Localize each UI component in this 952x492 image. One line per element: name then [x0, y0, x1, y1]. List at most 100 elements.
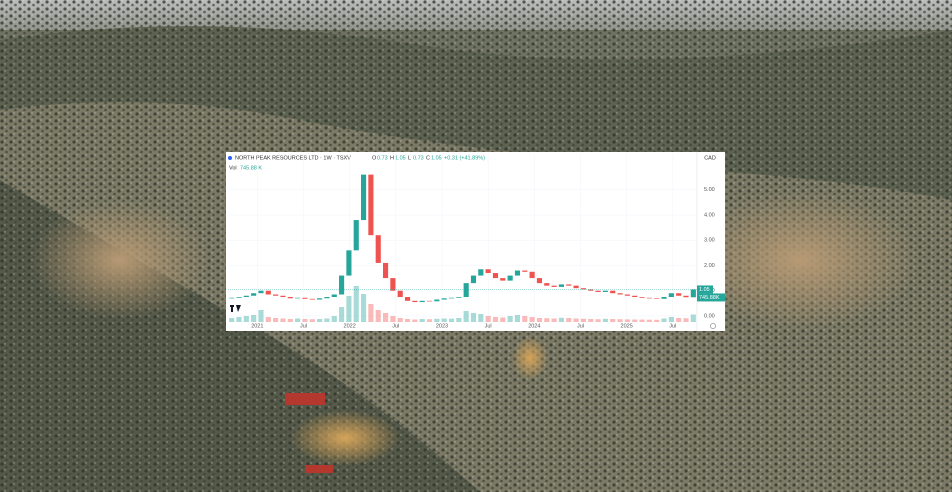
y-tick-label: 4.00 — [704, 212, 715, 218]
volume-badge-label: 745.88K — [699, 295, 720, 301]
candle-body — [551, 285, 557, 287]
volume-bar — [536, 318, 543, 322]
candle-body — [485, 269, 491, 274]
candle-body — [624, 294, 630, 296]
volume-label: Vol — [229, 165, 237, 171]
candle-body — [434, 299, 440, 302]
chart-panel — [226, 152, 725, 331]
volume-bar — [382, 313, 389, 322]
change: +0.31 (+41.89%) — [444, 155, 485, 161]
candle-body — [514, 270, 521, 276]
candle-body — [580, 288, 586, 290]
volume-bar — [375, 310, 381, 322]
volume-bar — [661, 318, 667, 322]
y-tick-label: 2.00 — [704, 263, 715, 269]
candle-body — [346, 250, 352, 276]
volume-bar — [390, 316, 396, 322]
volume-bar — [610, 319, 616, 322]
candle-body — [522, 270, 528, 272]
volume-bar — [668, 317, 674, 322]
volume-bar — [456, 318, 462, 322]
volume-bar — [441, 318, 447, 322]
volume-bar — [632, 319, 638, 322]
volume-bar — [617, 319, 623, 322]
volume-bar — [236, 317, 242, 322]
x-tick-label: Jul — [300, 323, 307, 329]
candle-body — [404, 297, 411, 301]
volume-bar — [317, 319, 323, 322]
ohlc-key: L — [408, 155, 411, 161]
ohlc-value: 0.73 — [413, 155, 424, 161]
candle-body — [500, 278, 506, 281]
candle-body — [361, 174, 367, 221]
volume-bar — [690, 314, 696, 322]
candle-body — [463, 283, 469, 298]
tradingview-logo — [230, 305, 241, 312]
volume-bar — [624, 319, 630, 322]
y-tick-label: 0.00 — [704, 313, 715, 319]
volume-bar — [419, 319, 425, 322]
volume-bar — [361, 294, 367, 322]
candle-body — [309, 298, 315, 300]
x-tick-label: Jul — [577, 323, 584, 329]
x-tick-label: Jul — [669, 323, 676, 329]
volume-bar — [500, 317, 506, 322]
candle-body — [331, 294, 337, 298]
volume-bar — [654, 319, 660, 322]
candle-body — [646, 297, 652, 299]
candle-body — [229, 297, 235, 299]
x-tick-label: Jul — [485, 323, 492, 329]
ohlc-key: O — [372, 155, 377, 161]
candle-body — [368, 174, 374, 236]
candle-body — [470, 275, 477, 284]
candle-body — [339, 275, 345, 295]
volume-bar — [544, 318, 550, 322]
candle-body — [544, 283, 550, 286]
x-tick-label: 2025 — [621, 323, 633, 329]
x-tick-label: Jul — [392, 323, 399, 329]
volume-bar — [492, 317, 499, 322]
y-tick-label: 3.00 — [704, 238, 715, 244]
volume-bar — [243, 316, 249, 322]
candle-body — [375, 235, 381, 263]
currency: CAD — [704, 155, 716, 161]
volume-badge — [697, 293, 725, 302]
x-tick-label: 2022 — [344, 323, 356, 329]
volume-bar — [309, 319, 315, 322]
ohlc-value: 0.73 — [377, 155, 388, 161]
x-tick-label: 2024 — [528, 323, 540, 329]
volume-bar — [522, 316, 528, 322]
candle-body — [324, 297, 330, 299]
candle-body — [639, 297, 645, 298]
volume-bar — [683, 318, 689, 322]
settings-icon[interactable] — [710, 323, 716, 329]
candle-body — [566, 284, 572, 286]
candle-body — [382, 262, 389, 279]
volume-bar — [287, 319, 293, 322]
candle-body — [654, 298, 660, 299]
volume-bar — [331, 316, 337, 322]
volume-bar — [426, 319, 433, 322]
volume-bar — [265, 317, 271, 322]
volume-bar — [448, 318, 455, 322]
volume-bar — [339, 307, 345, 322]
candle-body — [610, 290, 616, 294]
candle-body — [661, 297, 667, 299]
volume-bar — [470, 313, 477, 322]
ohlc-key: H — [390, 155, 394, 161]
volume-bar — [302, 319, 308, 322]
candle-body — [448, 297, 455, 299]
volume-bar — [514, 315, 521, 322]
volume-bar — [485, 316, 491, 322]
volume-bar — [368, 304, 374, 322]
candle-body — [456, 297, 462, 298]
candle-body — [353, 220, 359, 251]
x-tick-label: 2021 — [251, 323, 263, 329]
candle-body — [558, 284, 564, 287]
volume-bar — [573, 318, 579, 322]
candle-body — [419, 300, 425, 303]
candle-body — [632, 295, 638, 298]
volume-bar — [273, 318, 279, 322]
volume-bar — [258, 310, 264, 322]
